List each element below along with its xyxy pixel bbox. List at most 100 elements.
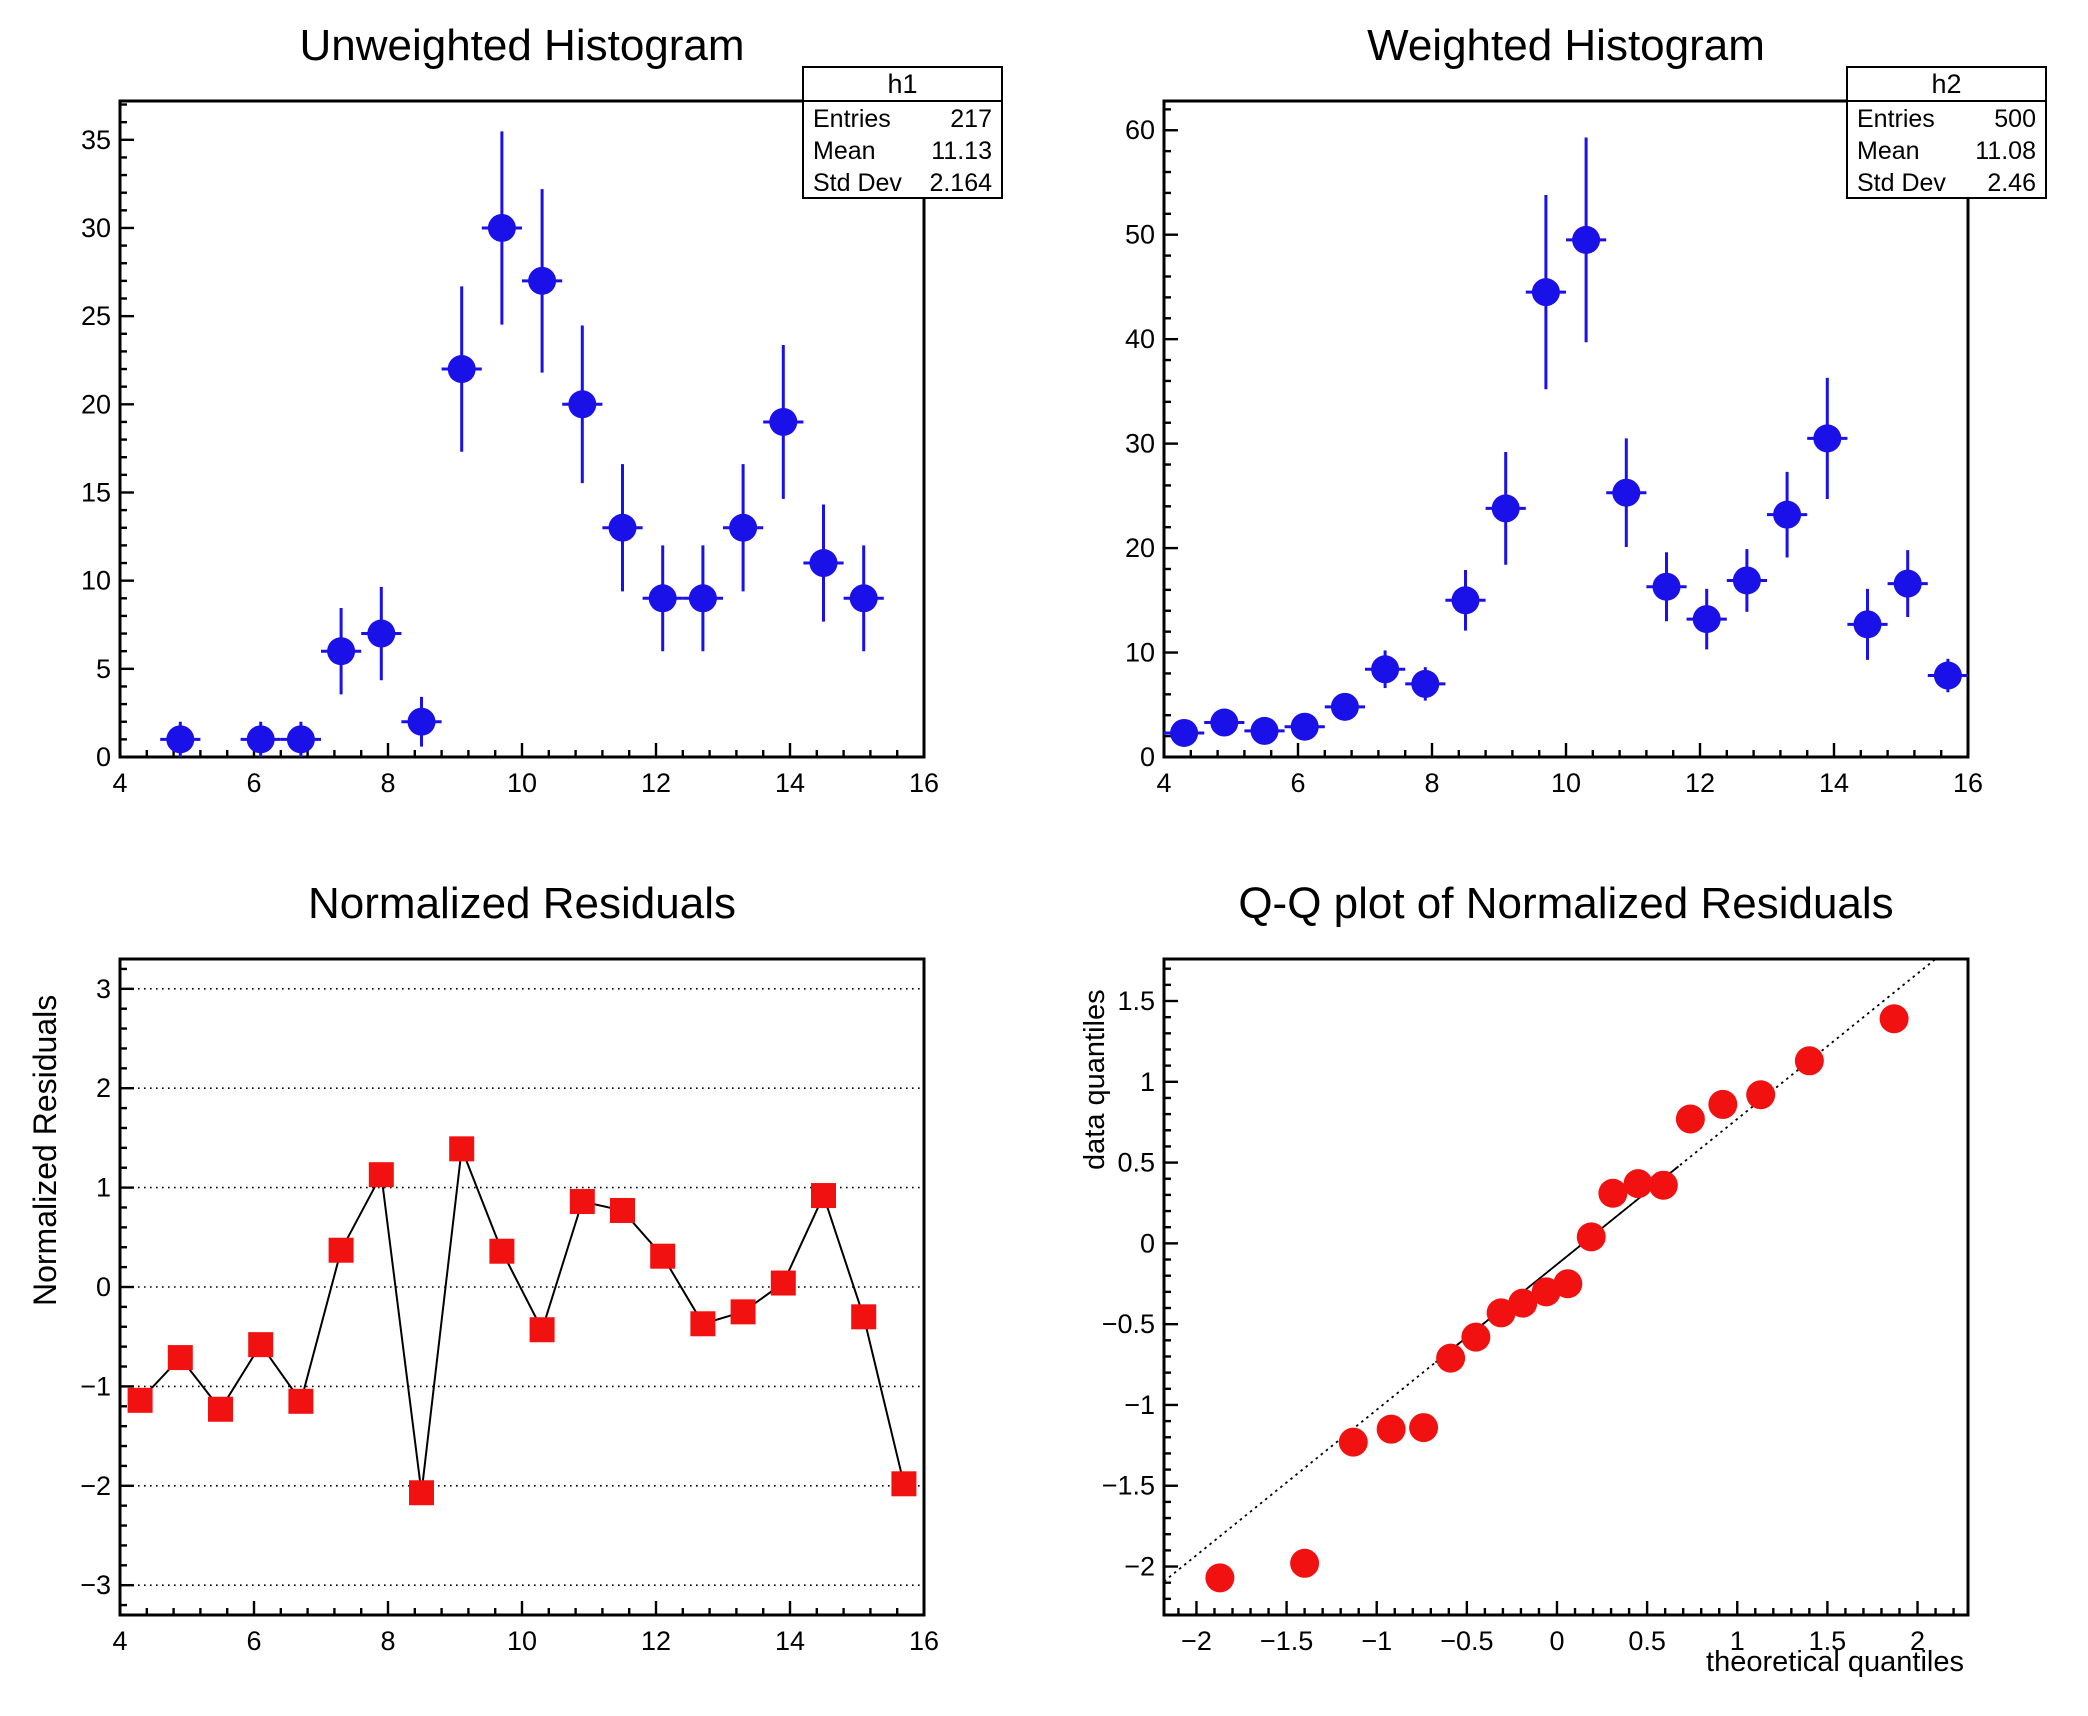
data-point — [1794, 1046, 1824, 1076]
data-point — [288, 1388, 314, 1414]
data-point — [608, 513, 637, 542]
data-point — [648, 584, 677, 613]
x-tick-label: 0 — [1549, 1626, 1564, 1656]
page-title: Unweighted Histogram — [299, 21, 745, 70]
x-tick-label: 0.5 — [1628, 1626, 1666, 1656]
data-point — [1210, 708, 1239, 737]
data-point — [327, 637, 356, 666]
y-tick-label: 25 — [81, 301, 111, 331]
data-point — [1675, 1104, 1705, 1134]
y-tick-label: −1 — [1124, 1390, 1155, 1420]
y-tick-label: −1.5 — [1102, 1471, 1155, 1501]
data-point — [650, 1243, 676, 1269]
data-point — [1290, 1548, 1320, 1578]
stats-value: 2.46 — [1987, 169, 2036, 197]
x-tick-label: 6 — [1290, 768, 1305, 798]
data-point — [1732, 566, 1761, 595]
y-tick-label: −1 — [80, 1371, 111, 1401]
y-axis-title: data quantiles — [1079, 989, 1111, 1170]
data-point — [1576, 1222, 1606, 1252]
data-point — [1933, 661, 1962, 690]
data-point — [208, 1396, 233, 1422]
data-point — [688, 584, 717, 613]
stats-label: Entries — [1857, 105, 1935, 133]
plot-frame — [1162, 99, 1970, 759]
y-axis-title: Normalized Residuals — [27, 995, 63, 1306]
y-tick-label: 0 — [96, 742, 111, 772]
page-title: Normalized Residuals — [308, 879, 736, 928]
stats-value: 11.13 — [931, 137, 992, 165]
x-tick-label: 1.5 — [1809, 1626, 1847, 1656]
data-point — [1746, 1080, 1776, 1110]
x-tick-label: 4 — [1156, 768, 1171, 798]
y-tick-label: 10 — [1125, 638, 1155, 668]
data-point — [1451, 586, 1480, 615]
data-point — [409, 1480, 434, 1506]
data-point — [1409, 1413, 1439, 1443]
data-point — [1170, 718, 1199, 747]
x-tick-label: 10 — [1551, 768, 1581, 798]
data-point — [1376, 1414, 1406, 1444]
data-point — [1652, 572, 1681, 601]
stats-row-entries: Entries 217 — [804, 102, 1001, 134]
data-point — [1553, 1269, 1583, 1299]
data-point — [849, 584, 878, 613]
y-tick-label: 10 — [81, 566, 111, 596]
x-tick-label: 12 — [641, 768, 671, 798]
y-tick-label: 20 — [81, 389, 111, 419]
x-tick-label: 8 — [380, 768, 395, 798]
y-tick-label: 40 — [1125, 324, 1155, 354]
data-point — [1491, 494, 1520, 523]
stats-label: Entries — [813, 105, 891, 133]
data-point — [248, 1332, 274, 1358]
x-tick-label: 14 — [775, 768, 805, 798]
stats-value: 11.08 — [1975, 137, 2036, 165]
data-point — [851, 1304, 877, 1330]
data-point — [769, 407, 798, 436]
data-point — [1648, 1170, 1678, 1200]
stats-row-stddev: Std Dev 2.164 — [804, 166, 1001, 198]
stats-box-h2: h2 Entries 500 Mean 11.08 Std Dev 2.46 — [1846, 66, 2047, 199]
stats-row-entries: Entries 500 — [1848, 102, 2045, 134]
data-point — [127, 1387, 153, 1413]
data-point — [166, 725, 195, 754]
weighted-histogram-group: 4 6 8 10 12 14 16 0 10 20 30 40 50 60 — [1125, 99, 1983, 798]
data-point — [811, 1183, 836, 1209]
stats-row-mean: Mean 11.13 — [804, 134, 1001, 166]
data-point — [569, 1189, 595, 1215]
data-point — [891, 1471, 917, 1497]
stats-box-title: h2 — [1848, 68, 2045, 102]
y-tick-label: −3 — [80, 1570, 111, 1600]
data-point — [487, 213, 516, 242]
data-point — [286, 725, 315, 754]
y-tick-label: −2 — [1124, 1552, 1155, 1582]
x-tick-label: −1 — [1361, 1626, 1392, 1656]
x-tick-label: 8 — [380, 1626, 395, 1656]
y-tick-label: 50 — [1125, 220, 1155, 250]
residual-line — [139, 1148, 905, 1493]
data-point — [367, 619, 396, 648]
x-tick-label: −0.5 — [1440, 1626, 1493, 1656]
x-tick-label: 12 — [1685, 768, 1715, 798]
y-tick-label: 60 — [1125, 115, 1155, 145]
data-point — [167, 1345, 193, 1371]
x-tick-label: 8 — [1424, 768, 1439, 798]
qq-plot-group: −2 −1.5 −1 −0.5 0 0.5 1 1.5 2 −2 −1.5 −1 −0.5 0 0.5 1 1.… — [1079, 957, 1970, 1678]
page-title: Q-Q plot of Normalized Residuals — [1238, 879, 1894, 928]
data-point — [489, 1238, 515, 1264]
data-point — [1612, 478, 1641, 507]
data-point — [1623, 1169, 1653, 1199]
stats-row-stddev: Std Dev 2.46 — [1848, 166, 2045, 198]
y-tick-label: 30 — [1125, 429, 1155, 459]
stats-row-mean: Mean 11.08 — [1848, 134, 2045, 166]
data-point — [1508, 1288, 1538, 1318]
data-point — [1598, 1178, 1628, 1208]
y-tick-label: −2 — [80, 1471, 111, 1501]
y-tick-label: 2 — [96, 1073, 111, 1103]
data-point — [610, 1197, 635, 1223]
y-tick-label: 20 — [1125, 533, 1155, 563]
data-point — [1813, 424, 1842, 453]
panel-weighted-histogram: 4 6 8 10 12 14 16 0 10 20 30 40 50 60 Weighted Histog… — [1044, 0, 2088, 858]
stats-label: Mean — [813, 137, 876, 165]
